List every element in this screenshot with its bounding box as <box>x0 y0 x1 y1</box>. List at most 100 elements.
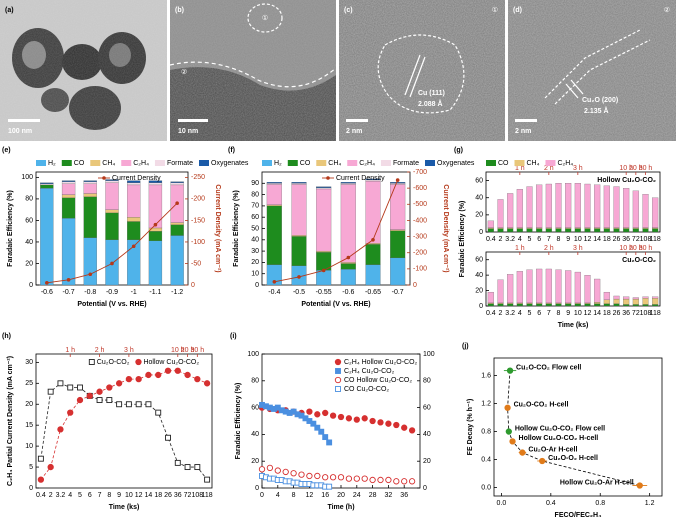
bar-segment <box>507 227 514 229</box>
region-mark: ② <box>181 68 187 76</box>
panel-label: (f) <box>228 147 235 154</box>
x-tick-label: 0 <box>260 492 264 499</box>
point <box>76 396 84 404</box>
top-tick-label: 10 h <box>619 165 633 172</box>
bar-segment <box>170 222 184 225</box>
y-tick-label: 40 <box>251 431 259 438</box>
top-tick-label: 10 h <box>619 245 633 252</box>
current-point <box>321 268 326 273</box>
bar-segment <box>61 180 76 182</box>
x-tick-label: 12 <box>584 236 592 243</box>
x-tick-label: 10 <box>125 492 133 499</box>
top-tick-label: 30 h <box>639 245 653 252</box>
y2-tick-label: 20 <box>423 458 431 465</box>
top-tick-label: 1 h <box>515 245 525 252</box>
x-tick-label: 14 <box>593 310 601 317</box>
bar-segment <box>291 235 307 237</box>
bar-segment <box>266 205 282 265</box>
x-tick-label: 18 <box>603 236 611 243</box>
point <box>135 358 142 366</box>
top-tick-label: 2 h <box>544 165 554 172</box>
tem-image-b: (b) ① ② 10 nm <box>169 0 337 141</box>
panel-label: (a) <box>5 7 14 14</box>
legend-label: C₂H₄ Cu₂O-CO₂ <box>344 368 395 375</box>
point <box>408 478 416 485</box>
bar-segment <box>61 194 76 198</box>
y-tick-label: 100 <box>247 351 259 358</box>
x-tick-label: 3.2 <box>505 236 515 243</box>
y-tick-label: 70 <box>251 203 259 210</box>
legend-label: CH₄ <box>328 160 341 167</box>
point <box>377 476 384 484</box>
point <box>314 472 321 480</box>
point <box>266 464 274 472</box>
x-tick-label: 108 <box>640 310 652 317</box>
point <box>37 476 45 483</box>
bar-segment <box>61 183 76 195</box>
current-point <box>346 255 351 260</box>
point <box>174 459 181 466</box>
x-tick-label: 7 <box>98 492 102 499</box>
x-tick-label: 18 <box>603 310 611 317</box>
point <box>86 392 93 400</box>
point <box>155 371 162 379</box>
bar-segment <box>507 193 514 228</box>
y-tick-label: 0 <box>29 485 33 492</box>
x-tick-label: -0.4 <box>268 289 280 296</box>
current-point <box>131 244 136 249</box>
bar-segment <box>127 182 141 186</box>
x-tick-label: 4 <box>68 492 72 499</box>
point <box>282 468 289 476</box>
bar-segment <box>291 236 307 266</box>
bar-segment <box>105 209 119 214</box>
bar-segment <box>61 181 76 184</box>
subplot-label: Hollow Cu₂O-CO₂ <box>597 177 656 184</box>
point <box>306 408 313 415</box>
point <box>106 384 113 391</box>
point <box>322 409 329 417</box>
bar-segment <box>340 262 356 264</box>
series-line <box>40 382 208 480</box>
tem-image-d: (d) ② Cu₂O (200) 2.135 Å 2 nm <box>508 0 676 141</box>
legend-swatch <box>61 160 72 166</box>
region-mark: ① <box>492 6 498 14</box>
x-tick-label: 3.2 <box>505 310 515 317</box>
subplot-label: Cu₂O-CO₂ <box>622 257 656 264</box>
bar-segment <box>83 237 97 286</box>
x-tick-label: 108 <box>640 236 652 243</box>
bar-segment <box>584 275 591 304</box>
y-tick-label: 40 <box>475 195 483 202</box>
point <box>290 470 297 477</box>
point <box>326 439 333 446</box>
y-tick-label: 20 <box>475 212 483 219</box>
y-tick-label: 0 <box>255 485 259 492</box>
x-tick-label: 6 <box>537 310 541 317</box>
y-tick-label: 0.4 <box>481 456 491 463</box>
y-axis-label: Faradaic Efficiency (%) <box>459 201 466 278</box>
point <box>408 427 416 434</box>
point <box>385 476 392 484</box>
y-tick-label: 0.8 <box>481 428 491 435</box>
x-tick-label: 36 <box>622 310 630 317</box>
x-tick-label: 12 <box>306 492 314 499</box>
bar-segment <box>545 227 552 229</box>
current-point <box>395 178 400 182</box>
point <box>361 475 368 482</box>
x-tick-label: 2 <box>499 310 503 317</box>
bar-segment <box>61 197 76 219</box>
y-tick-label: 90 <box>251 180 259 187</box>
legend-swatch <box>154 160 165 166</box>
tem-image-c: (c) ① Cu (111) 2.088 Å 2 nm <box>339 0 505 141</box>
bar-segment <box>340 269 356 286</box>
region-mark: ② <box>664 6 670 14</box>
bar-segment <box>497 228 504 233</box>
top-tick-label: 30 h <box>639 165 653 172</box>
current-point <box>66 278 71 282</box>
bar-segment <box>555 228 562 233</box>
x-tick-label: 118 <box>650 236 661 243</box>
point <box>165 434 171 441</box>
y2-axis-label: Current Density (mA cm⁻²) <box>214 184 221 272</box>
point <box>519 449 526 456</box>
scale-label: 10 nm <box>178 128 198 135</box>
point <box>88 359 95 365</box>
